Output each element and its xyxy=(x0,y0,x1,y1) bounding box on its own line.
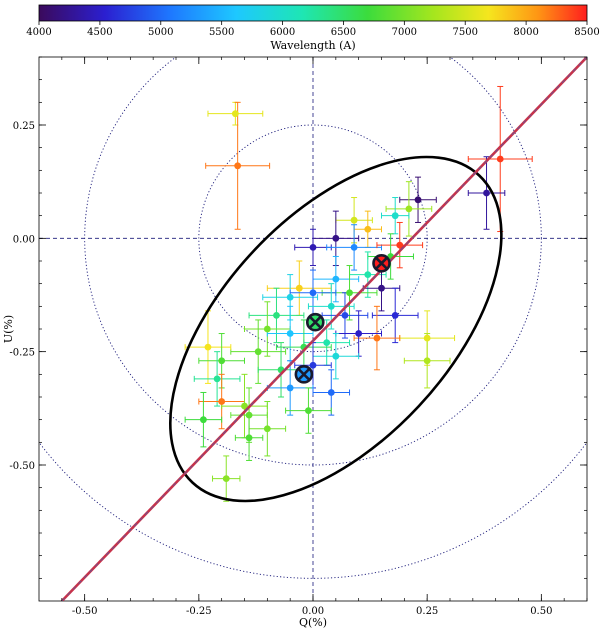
data-point xyxy=(423,357,431,365)
data-point xyxy=(295,284,303,292)
ellipse-outline xyxy=(169,155,503,503)
colorbar-tick-label: 4500 xyxy=(87,27,112,38)
data-point xyxy=(332,352,340,360)
data-point xyxy=(391,312,399,319)
data-point xyxy=(414,196,422,204)
data-point xyxy=(305,407,312,414)
data-point xyxy=(350,244,358,251)
data-point xyxy=(245,434,253,442)
data-point xyxy=(327,302,335,310)
data-point xyxy=(222,475,230,482)
data-points xyxy=(200,110,504,482)
colorbar-tick-label: 6000 xyxy=(270,27,295,38)
data-point xyxy=(309,244,317,251)
data-point xyxy=(273,312,280,319)
data-point xyxy=(378,284,385,292)
data-point xyxy=(241,402,248,410)
colorbar-tick-label: 6500 xyxy=(331,27,356,38)
colorbar-label: Wavelength (A) xyxy=(270,39,355,52)
y-tick-label: -0.25 xyxy=(9,348,35,359)
crossed-marker-cross xyxy=(374,256,389,270)
data-point xyxy=(364,225,372,233)
data-point xyxy=(245,411,253,419)
data-point xyxy=(263,325,271,333)
data-point xyxy=(286,330,294,337)
data-point xyxy=(204,343,212,351)
y-tick-label: -0.50 xyxy=(9,461,35,472)
data-point xyxy=(327,389,335,396)
data-point xyxy=(309,361,317,369)
crossed-marker-cross xyxy=(308,315,322,329)
data-point xyxy=(355,330,363,337)
data-point xyxy=(200,416,207,424)
crossed-markers xyxy=(294,253,391,384)
data-point xyxy=(332,234,340,242)
data-point xyxy=(234,162,242,170)
data-point xyxy=(218,398,226,405)
data-point xyxy=(373,334,381,342)
data-point xyxy=(218,357,226,365)
data-point xyxy=(231,110,239,118)
colorbar-tick-label: 5500 xyxy=(209,27,234,38)
axis-ticks: -0.50 -0.25 0.00 0.25 0.50 -0.50 -0.25 0.00 0.25 xyxy=(9,56,588,617)
data-point xyxy=(213,375,221,383)
colorbar-tick-label: 8500 xyxy=(574,27,599,38)
x-tick-label: 0.00 xyxy=(302,606,324,617)
data-point xyxy=(332,275,340,283)
colorbar-tick-label: 7000 xyxy=(392,27,417,38)
crossed-marker-cross xyxy=(297,367,311,381)
colorbar-tick-label: 5000 xyxy=(148,27,173,38)
data-point xyxy=(350,216,358,224)
data-point xyxy=(391,212,399,220)
data-point xyxy=(286,293,294,301)
fit-line xyxy=(60,57,587,601)
data-point xyxy=(263,425,271,433)
colorbar-ticks: 4000 4500 5000 5500 6000 6500 7000 7500 8000 8500 xyxy=(26,21,600,38)
data-point xyxy=(286,384,294,392)
colorbar-tick-label: 4000 xyxy=(26,27,51,38)
x-tick-label: 0.25 xyxy=(416,606,438,617)
confidence-ellipse xyxy=(169,155,503,503)
y-tick-label: 0.00 xyxy=(13,234,35,245)
y-tick-label: 0.25 xyxy=(13,121,35,132)
x-tick-label: 0.50 xyxy=(530,606,552,617)
data-point xyxy=(396,241,404,249)
colorbar-tick-label: 8000 xyxy=(513,27,538,38)
fit-line-dash xyxy=(61,57,587,601)
data-point xyxy=(483,189,490,197)
data-point xyxy=(364,271,372,278)
y-axis-title: U(%) xyxy=(2,315,15,343)
data-point xyxy=(254,348,262,356)
x-tick-label: -0.25 xyxy=(186,606,212,617)
x-axis-title: Q(%) xyxy=(299,616,327,629)
x-tick-label: -0.50 xyxy=(72,606,98,617)
data-point xyxy=(309,289,317,297)
data-point xyxy=(323,339,331,346)
data-point xyxy=(405,205,413,213)
colorbar-tick-label: 7500 xyxy=(452,27,477,38)
data-point xyxy=(496,155,504,163)
data-point xyxy=(346,289,353,297)
colorbar xyxy=(38,4,588,22)
data-point xyxy=(423,334,431,342)
data-point xyxy=(341,312,349,319)
